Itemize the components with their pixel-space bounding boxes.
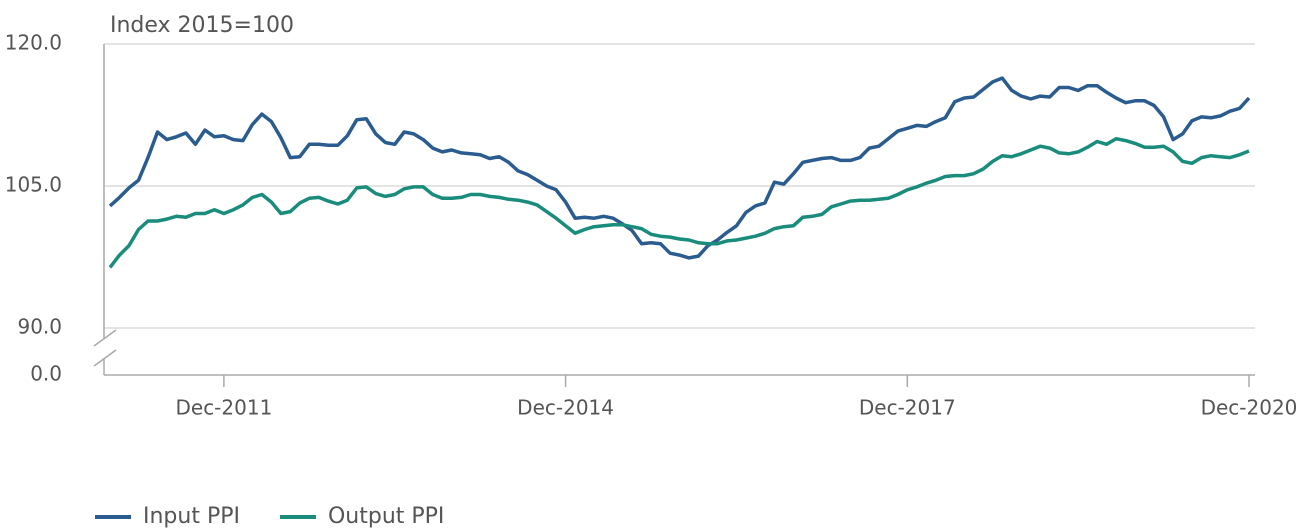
y-tick-label: 0.0	[30, 362, 62, 386]
x-tick-label: Dec-2014	[517, 396, 614, 420]
y-tick-label: 90.0	[17, 315, 62, 339]
y-tick-label: 105.0	[5, 173, 62, 197]
y-tick-label: 120.0	[5, 31, 62, 55]
x-tick-label: Dec-2011	[175, 396, 272, 420]
x-tick-label: Dec-2017	[859, 396, 956, 420]
y-axis-label: Index 2015=100	[110, 13, 294, 38]
axis-break	[93, 329, 117, 347]
series-line	[108, 136, 1250, 269]
x-tick-label: Dec-2020	[1201, 396, 1298, 420]
legend-label: Input PPI	[143, 504, 240, 529]
legend-label: Output PPI	[328, 504, 444, 529]
axis-break	[93, 349, 117, 367]
series-line	[108, 76, 1251, 260]
